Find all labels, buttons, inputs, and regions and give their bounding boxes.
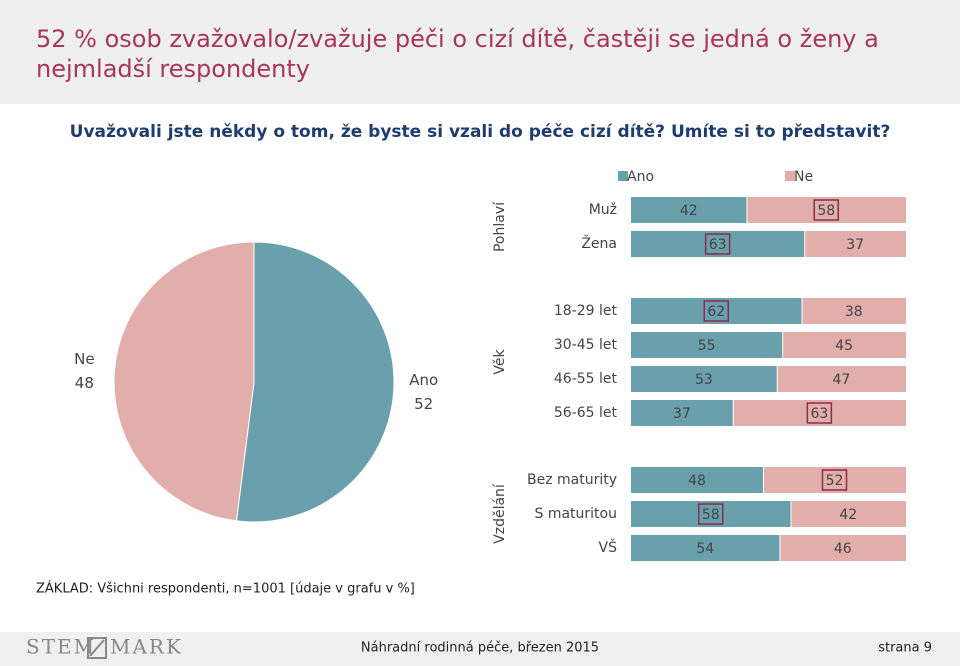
bar-segment [631,535,780,561]
category-label: Bez maturity [527,472,617,488]
pie-value: 48 [75,374,94,392]
logo-mark [89,639,105,657]
category-label: Žena [581,234,617,252]
bar-segment [733,400,906,426]
bar-segment [631,467,763,493]
bar-segment [802,298,906,324]
pie-slice [235,241,395,523]
value-label: 38 [845,304,863,320]
footer-band [0,632,960,666]
slide-title: nejmladší respondenty [36,55,310,83]
bar-segment [631,501,791,527]
value-label: 52 [826,473,844,489]
value-highlight [704,233,731,255]
value-label: 58 [817,203,835,219]
legend-label: Ano [627,169,654,185]
value-label: 63 [810,406,828,422]
bar-segment [631,400,733,426]
value-label: 58 [702,507,720,523]
value-highlight [703,300,729,322]
category-label: 30-45 let [554,337,618,353]
group-label: Vzdělání [492,483,508,544]
bar-segment [631,332,783,358]
category-label: 56-65 let [554,405,618,421]
bar-segment [780,535,906,561]
bar-segment [805,231,906,257]
value-label: 54 [696,541,714,557]
legend-swatch [785,171,795,181]
footer-text: Náhradní rodinná péče, březen 2015 [361,641,599,656]
value-label: 46 [834,541,852,557]
bar-segment [764,467,906,493]
base-note: ZÁKLAD: Všichni respondenti, n=1001 [úda… [36,581,415,597]
bar-segment [631,197,747,223]
logo: STEM [26,635,96,659]
value-label: 53 [695,372,713,388]
bar-segment [747,197,906,223]
bar-segment [631,366,777,392]
bar-segment [777,366,906,392]
bar-segment [631,298,802,324]
bar-segment [783,332,906,358]
value-label: 37 [846,237,864,253]
category-label: VŠ [599,538,618,556]
value-label: 55 [698,338,716,354]
value-label: 48 [688,473,706,489]
category-label: S maturitou [535,506,618,522]
pie-label: Ne [74,350,94,368]
group-label: Věk [492,349,508,375]
value-label: 45 [835,338,853,354]
legend-label: Ne [794,169,813,185]
value-label: 47 [832,372,850,388]
category-label: 18-29 let [554,303,618,319]
value-label: 42 [680,203,698,219]
logo-mark [87,637,107,659]
value-highlight [821,469,848,491]
pie-slice [113,241,255,522]
bar-segment [791,501,906,527]
legend-swatch [618,171,628,181]
value-highlight [698,503,724,525]
bar-segment [631,231,805,257]
pie-label: Ano [409,371,438,389]
pie-value: 52 [414,395,433,413]
group-label: Pohlaví [492,201,508,252]
value-label: 37 [673,406,691,422]
page-number: strana 9 [878,641,932,656]
category-label: 46-55 let [554,371,618,387]
value-highlight [813,199,839,221]
category-label: Muž [589,202,617,218]
question: Uvažovali jste někdy o tom, že byste si … [70,122,891,142]
logo: MARK [110,635,183,659]
value-label: 42 [839,507,857,523]
value-label: 63 [709,237,727,253]
value-highlight [806,402,833,424]
slide-title: 52 % osob zvažovalo/zvažuje péči o cizí … [36,25,879,53]
value-label: 62 [707,304,725,320]
header-band [0,0,960,104]
